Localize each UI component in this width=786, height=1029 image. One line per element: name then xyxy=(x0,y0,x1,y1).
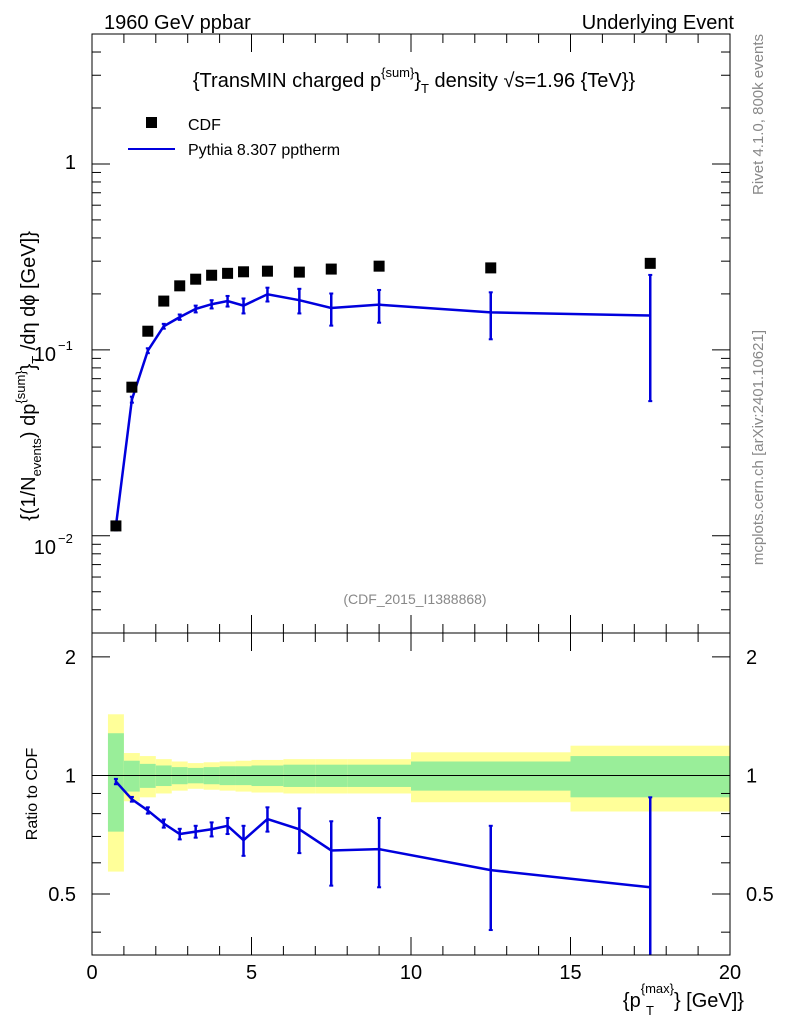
cdf-point xyxy=(110,520,122,532)
x-axis-label: {p{max} T} [GeV]} xyxy=(623,981,744,1018)
x-tick-label: 5 xyxy=(246,962,257,984)
pythia-line xyxy=(114,293,651,527)
ratio-y-tick-label-left: 1 xyxy=(65,765,76,787)
header-left-label: 1960 GeV ppbar xyxy=(104,12,251,34)
mcplots-label: mcplots.cern.ch [arXiv:2401.10621] xyxy=(750,330,767,565)
ratio-y-axis-label: Ratio to CDF xyxy=(24,748,41,841)
legend-label-pythia: Pythia 8.307 pptherm xyxy=(188,142,340,159)
cdf-point xyxy=(373,260,385,272)
cdf-point xyxy=(644,257,656,269)
cdf-point xyxy=(190,273,202,285)
legend-marker-cdf xyxy=(146,117,157,128)
legend-label-cdf: CDF xyxy=(188,117,221,134)
x-tick-label: 15 xyxy=(559,962,581,984)
ratio-inner-band xyxy=(570,756,730,798)
cdf-point xyxy=(293,266,305,278)
ratio-y-tick-label-right: 0.5 xyxy=(746,884,774,906)
ratio-inner-band xyxy=(123,760,140,792)
ratio-y-tick-label-right: 1 xyxy=(746,765,757,787)
y-tick-exp-0.1: −1 xyxy=(58,338,73,353)
ratio-band-group xyxy=(92,714,730,872)
y-tick-label-0.1: 10 xyxy=(34,344,56,366)
x-tick-label: 10 xyxy=(400,962,422,984)
main-title: {TransMIN charged p{sum}}T density √s=1.… xyxy=(193,65,636,96)
ratio-plot-frame xyxy=(91,632,731,956)
ratio-axis-ticks: 0.5 0.5 1 1 2 2 xyxy=(48,633,774,955)
ratio-series-group xyxy=(113,777,653,955)
ratio-y-tick-label-left: 2 xyxy=(65,647,76,669)
cdf-point xyxy=(158,295,170,307)
cdf-point xyxy=(485,262,497,274)
ratio-y-tick-label-left: 0.5 xyxy=(48,884,76,906)
main-series-group xyxy=(110,257,656,532)
cdf-point xyxy=(261,265,273,277)
y-tick-label-0.01: 10 xyxy=(34,537,56,559)
cdf-point xyxy=(238,266,250,278)
svg-text:{(1/Nevents) dp{sum}}T /dη dϕ: {(1/Nevents) dp{sum}}T /dη dϕ [GeV]} xyxy=(13,231,44,521)
cdf-point xyxy=(325,263,337,275)
main-y-axis-label: {(1/Nevents) dp{sum}}T /dη dϕ [GeV]} xyxy=(13,231,44,521)
cdf-point xyxy=(174,280,186,292)
cdf-point xyxy=(142,325,154,337)
ratio-y-tick-label-right: 2 xyxy=(746,647,757,669)
cdf-point xyxy=(206,269,218,281)
x-tick-labels: 0 5 10 15 20 xyxy=(86,962,741,984)
cdf-point xyxy=(126,381,138,393)
cdf-point xyxy=(222,267,234,279)
y-tick-label-1: 1 xyxy=(65,152,76,174)
y-tick-exp-0.01: −2 xyxy=(58,531,73,546)
rivet-version-label: Rivet 4.1.0, 800k events xyxy=(750,34,767,195)
x-tick-label: 0 xyxy=(86,962,97,984)
x-tick-label: 20 xyxy=(719,962,741,984)
analysis-id-label: (CDF_2015_I1388868) xyxy=(343,591,486,607)
header-right-label: Underlying Event xyxy=(582,12,735,34)
ratio-inner-band xyxy=(411,761,571,791)
